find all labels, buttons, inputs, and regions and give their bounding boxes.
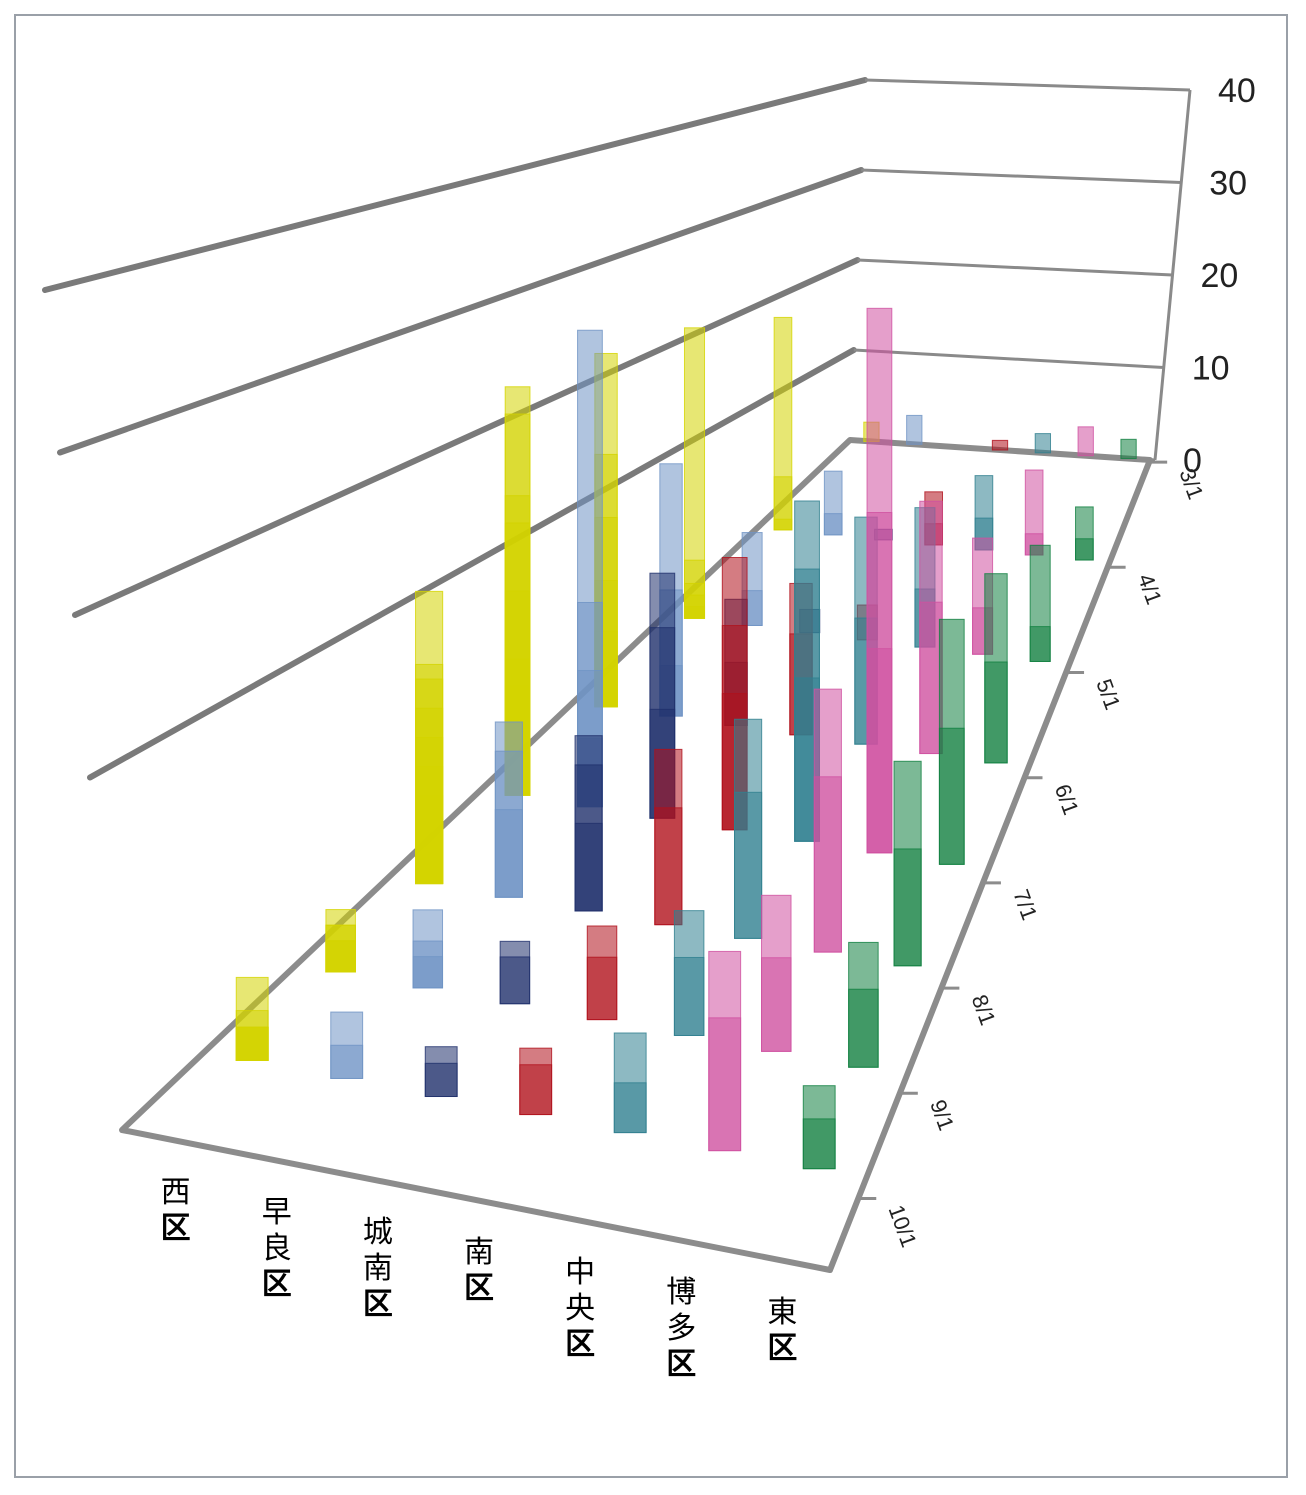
bar [586, 925, 618, 1021]
gridline-back-10 [853, 348, 1164, 369]
bar [683, 327, 706, 619]
category-label-2: 良 [262, 1232, 292, 1265]
category-label-1: 西 [161, 1176, 191, 1209]
bar [325, 909, 356, 973]
bar [499, 940, 531, 1005]
bar [708, 950, 742, 1152]
date-tick-label: 7/1 [1008, 886, 1042, 923]
floor-outline [119, 437, 1153, 1273]
bar [235, 976, 269, 1061]
category-label-6: 区 [666, 1348, 696, 1381]
bar [424, 1046, 458, 1098]
bar [761, 894, 792, 1052]
bar [1120, 438, 1137, 460]
bar [802, 1085, 836, 1170]
bar [919, 500, 943, 755]
date-tick-label: 3/1 [1174, 465, 1208, 502]
category-label-5: 中 [565, 1256, 595, 1289]
bar [984, 573, 1008, 764]
category-label-4: 区 [464, 1272, 494, 1305]
date-tick-label: 10/1 [884, 1202, 922, 1251]
category-label-2: 早 [262, 1196, 292, 1229]
bar [906, 414, 923, 445]
category-label-3: 区 [363, 1288, 393, 1321]
bar [1077, 426, 1094, 457]
date-tick-label: 5/1 [1091, 676, 1125, 713]
bar [494, 721, 523, 898]
gridline-back-20 [857, 258, 1173, 277]
category-label-7: 区 [767, 1332, 797, 1365]
bar [823, 470, 843, 536]
category-label-3: 南 [363, 1252, 393, 1285]
z-tick-label: 30 [1209, 165, 1247, 203]
bar [415, 590, 444, 885]
bar [574, 735, 603, 912]
category-label-4: 南 [464, 1236, 494, 1269]
category-label-3: 城 [363, 1216, 393, 1249]
bar [991, 439, 1009, 451]
z-tick-label: 40 [1218, 72, 1256, 110]
date-tick-label: 4/1 [1133, 570, 1167, 607]
z-tick-label: 0 [1183, 442, 1202, 480]
gridline-left-10 [87, 347, 857, 781]
bar [1024, 469, 1044, 556]
gridline-left-40 [42, 77, 868, 293]
bar [938, 618, 965, 865]
z-axis-line [1153, 89, 1192, 461]
category-label-2: 区 [262, 1268, 292, 1301]
bar [1075, 506, 1094, 561]
z-tick-label: 20 [1201, 257, 1239, 295]
z-tick-label: 10 [1192, 350, 1230, 388]
bar [577, 329, 603, 808]
bar [773, 316, 793, 531]
bar [330, 1011, 364, 1079]
bar [848, 941, 879, 1068]
gridline-back-30 [861, 168, 1182, 184]
gridline-left-20 [72, 257, 861, 618]
category-label-5: 央 [565, 1292, 595, 1325]
category-label-7: 東 [767, 1296, 797, 1329]
bar [1034, 433, 1052, 454]
category-label-1: 区 [161, 1212, 191, 1245]
bar [813, 688, 842, 953]
date-tick-label: 8/1 [967, 991, 1001, 1028]
bar [654, 748, 683, 926]
category-label-5: 区 [565, 1328, 595, 1361]
gridline-left-30 [57, 167, 865, 456]
date-tick-label: 9/1 [925, 1096, 959, 1133]
bar [866, 307, 893, 854]
category-label-6: 博 [666, 1276, 696, 1309]
bar [519, 1047, 553, 1116]
bar [1029, 544, 1051, 662]
bar [613, 1032, 647, 1134]
gridline-back-40 [864, 78, 1191, 92]
date-tick-label: 6/1 [1050, 781, 1084, 818]
bar [412, 909, 444, 989]
bar [893, 760, 922, 967]
bar [734, 718, 763, 939]
category-label-6: 多 [666, 1312, 696, 1345]
bar [673, 910, 705, 1036]
